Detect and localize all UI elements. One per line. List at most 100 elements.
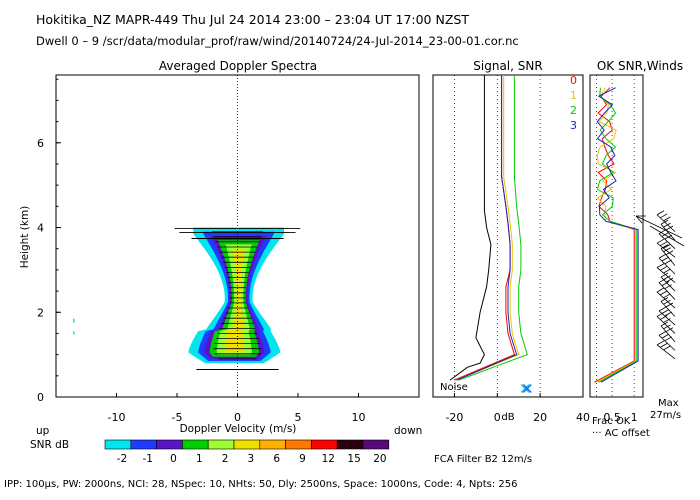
wind-arrow-head xyxy=(635,215,646,224)
snr-colorbar: -2 -1 0 1 2 3 6 9 12 15 20 xyxy=(104,439,390,465)
cyan-speck xyxy=(72,318,75,323)
wind-barb-flag xyxy=(656,238,665,244)
wind-arrow xyxy=(649,225,685,247)
wind-barb-shaft xyxy=(658,233,676,250)
wind-barb-shaft xyxy=(660,248,676,266)
colorbar-tick-label: 3 xyxy=(248,453,255,465)
wind-barb-flag xyxy=(656,263,665,268)
signal-series-3 xyxy=(458,75,528,381)
wind-barb-flag xyxy=(665,327,674,333)
colorbar-swatch-6 xyxy=(259,439,286,450)
signal-marker xyxy=(520,384,530,394)
wind-barb-flag xyxy=(663,275,671,280)
colorbar-swatch-3 xyxy=(182,439,209,450)
colorbar-tick-label: 15 xyxy=(347,453,360,465)
colorbar-swatch-8 xyxy=(311,439,338,450)
wind-barb-shaft xyxy=(660,301,676,317)
ac-offset-note: ··· AC offset xyxy=(592,428,650,439)
colorbar-tick-label: 1 xyxy=(196,453,203,465)
wind-barb-flag xyxy=(663,345,671,351)
y-tick-label: 2 xyxy=(37,306,44,319)
colorbar-tick-label: 12 xyxy=(322,453,335,465)
ok-series-0 xyxy=(594,87,635,383)
series-label-3: 3 xyxy=(570,119,577,132)
colorbar-tick-label: -1 xyxy=(142,453,152,465)
ok-fraction-lines: 0.5 1 xyxy=(594,75,639,424)
colorbar-tick-label: 20 xyxy=(373,453,386,465)
wind-barb-flag xyxy=(660,213,668,219)
wind-barb-flag xyxy=(658,331,667,336)
spectra-heatmap xyxy=(72,227,301,370)
ok-frame xyxy=(589,74,644,398)
signal-x-label: dB xyxy=(501,412,514,423)
ok-x-tick-label: 1 xyxy=(631,411,638,424)
wind-barb-flag xyxy=(661,232,670,237)
wind-barb-flag xyxy=(660,244,669,250)
signal-x-tick-label: 0 xyxy=(494,411,501,424)
wind-barb-flag xyxy=(663,299,671,305)
wind-barb-shaft xyxy=(658,282,676,300)
wind-barb-flag xyxy=(663,222,671,228)
height-axis-label: Height (km) xyxy=(19,206,31,269)
signal-x-tick-label: -20 xyxy=(445,411,463,424)
wind-barb-shaft xyxy=(658,257,676,275)
signal-frame xyxy=(432,74,584,398)
signal-title: Signal, SNR xyxy=(473,59,542,73)
wind-barb-flag xyxy=(661,256,670,262)
wind-barb-flag xyxy=(661,281,670,286)
wind-barbs xyxy=(635,210,685,360)
wind-barb-shaft xyxy=(658,335,676,351)
wind-barb-flag xyxy=(664,311,672,317)
signal-x-tick-label: 40 xyxy=(576,411,590,424)
spectra-axes: -10 -5 0 5 10 0 2 4 6 xyxy=(37,75,366,424)
wind-barb-shaft xyxy=(656,242,676,258)
wind-barb-flag xyxy=(660,315,668,320)
colorbar-swatch-9 xyxy=(336,439,364,450)
colorbar-swatch-0 xyxy=(104,439,132,450)
colorbar-tick-label: 6 xyxy=(273,453,280,465)
header-line-2: Dwell 0 – 9 /scr/data/modular_prof/raw/w… xyxy=(36,34,519,48)
wind-barb-shaft xyxy=(656,316,676,334)
wind-barb-flag xyxy=(660,272,669,278)
y-tick-label: 0 xyxy=(37,391,44,404)
wind-barb-shaft xyxy=(656,344,676,360)
wind-barb-flag xyxy=(656,340,665,346)
colorbar-swatch-1 xyxy=(130,439,157,450)
ok-series-3 xyxy=(596,87,639,383)
signal-series-0 xyxy=(449,75,492,381)
wind-barb-shaft xyxy=(660,325,676,343)
wind-barb-flag xyxy=(663,318,671,323)
spectra-title: Averaged Doppler Spectra xyxy=(159,59,317,73)
wind-barb-flag xyxy=(664,284,672,290)
wind-barb-flag xyxy=(665,225,674,231)
x-tick-label: 10 xyxy=(352,411,366,424)
signal-series-2 xyxy=(456,75,520,381)
wind-barb-flag xyxy=(661,309,670,314)
wind-barb-flag xyxy=(665,302,674,308)
up-label: up xyxy=(36,425,50,437)
colorbar-swatch-10 xyxy=(362,439,390,450)
wind-barb-flag xyxy=(663,216,671,222)
noise-annotation: Noise xyxy=(440,382,468,393)
signal-lines: -20 0 20 40 xyxy=(445,75,590,424)
wind-barb-shaft xyxy=(656,291,676,309)
wind-barb-shaft xyxy=(658,310,676,326)
colorbar-swatch-5 xyxy=(233,439,261,450)
wind-barb-flag xyxy=(660,290,668,296)
wind-barb-flag xyxy=(656,287,665,293)
colorbar-tick-label: 0 xyxy=(170,453,177,465)
ok-x-label: Frac OK xyxy=(592,416,631,427)
wind-max-label: Max xyxy=(658,398,679,409)
colorbar-label: SNR dB xyxy=(30,439,69,451)
wind-arrow xyxy=(635,215,683,239)
snr-contour-5 xyxy=(224,248,245,353)
wind-barb-flag xyxy=(661,333,670,339)
wind-barb-flag xyxy=(663,268,671,274)
cyan-speck xyxy=(72,331,75,335)
x-tick-label: 5 xyxy=(295,411,302,424)
wind-barb-flag xyxy=(658,229,667,235)
wind-barb-shaft xyxy=(660,276,676,292)
signal-series-4 xyxy=(456,75,518,381)
